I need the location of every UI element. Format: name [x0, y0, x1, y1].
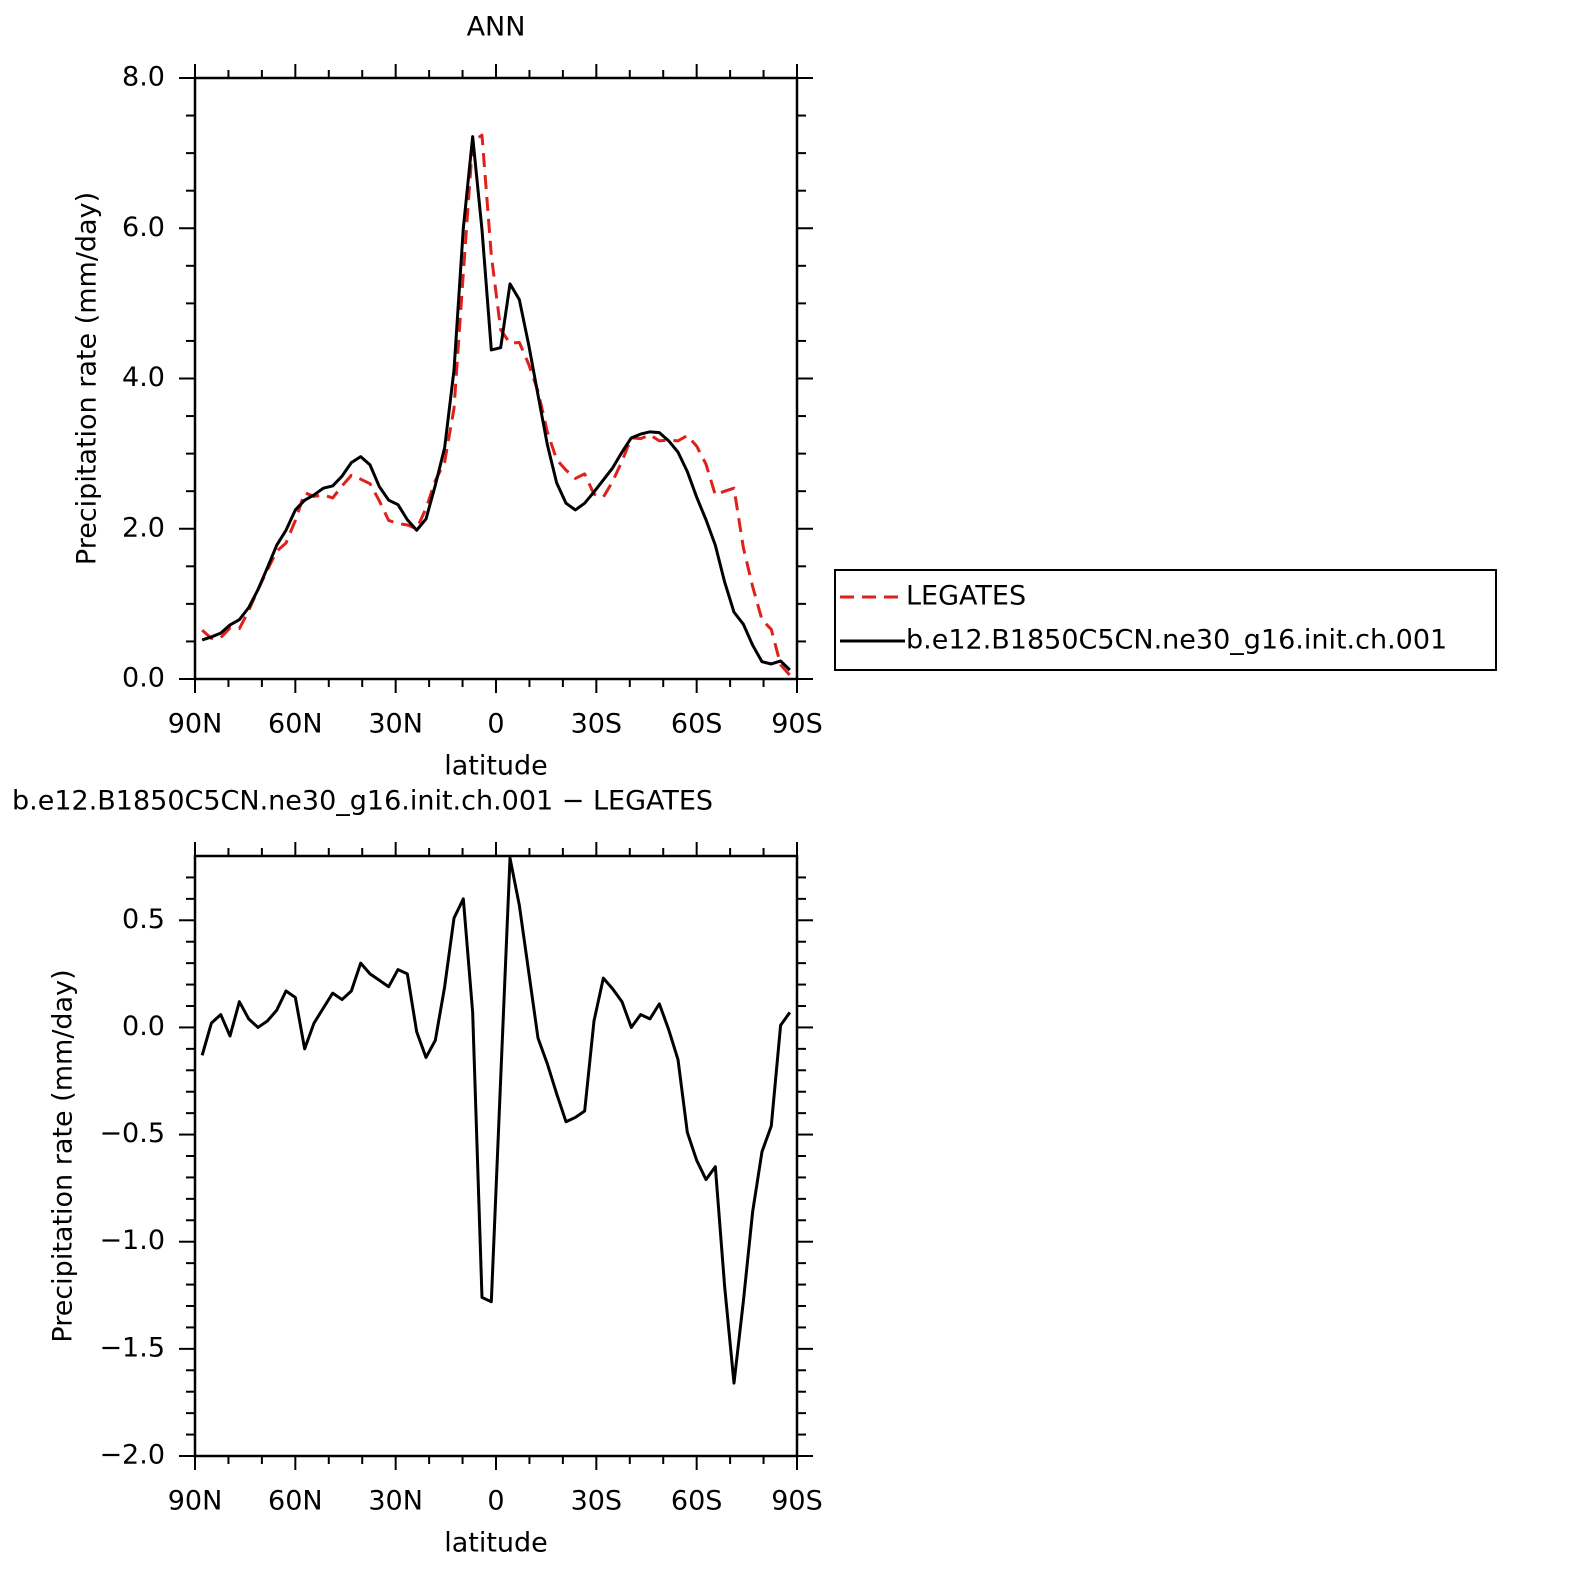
- x-tick-label: 90S: [771, 709, 823, 740]
- x-tick-label: 60N: [268, 1486, 323, 1517]
- plot-frame: [193, 854, 799, 1458]
- y-tick-label: 8.0: [122, 62, 165, 93]
- y-tick-label: 6.0: [122, 212, 165, 243]
- x-axis-label: latitude: [444, 1528, 548, 1559]
- x-tick-label: 0: [487, 709, 504, 740]
- y-tick-label: 2.0: [122, 512, 165, 543]
- y-tick-label: −1.5: [99, 1332, 165, 1363]
- y-tick-label: −2.0: [99, 1440, 165, 1471]
- plot: ANN 90N 60N 30N 0 30S 60S 90S 0.0 2.0 4.0 6.0 8.0 lat…: [72, 12, 1497, 782]
- legend-box: [834, 569, 1497, 671]
- legend-label: b.e12.B1850C5CN.ne30_g16.init.ch.001: [906, 625, 1447, 656]
- series-line: [201, 135, 791, 672]
- y-axis-label: Precipitation rate (mm/day): [72, 192, 103, 565]
- y-tick-label: 0.0: [122, 663, 165, 694]
- x-tick-label: 30N: [368, 709, 423, 740]
- chart-title: ANN: [467, 12, 526, 43]
- legend-label: LEGATES: [906, 581, 1026, 612]
- plot-frame: [193, 76, 799, 681]
- series-line: [201, 133, 791, 677]
- x-tick-label: 90S: [771, 1486, 823, 1517]
- y-axis-label: Precipitation rate (mm/day): [48, 969, 79, 1342]
- x-tick-label: 30S: [571, 1486, 623, 1517]
- plot: b.e12.B1850C5CN.ne30_g16.init.ch.001 − L…: [12, 786, 823, 1559]
- x-tick-label: 60N: [268, 709, 323, 740]
- y-tick-label: 4.0: [122, 362, 165, 393]
- chart-title: b.e12.B1850C5CN.ne30_g16.init.ch.001 − L…: [12, 786, 713, 817]
- series-line: [200, 856, 792, 1385]
- x-tick-label: 60S: [671, 709, 723, 740]
- x-tick-label: 30N: [368, 1486, 423, 1517]
- y-tick-label: −0.5: [99, 1118, 165, 1149]
- x-tick-label: 30S: [571, 709, 623, 740]
- x-axis-label: latitude: [444, 751, 548, 782]
- x-tick-label: 90N: [168, 709, 223, 740]
- y-tick-label: 0.5: [122, 904, 165, 935]
- x-tick-label: 90N: [168, 1486, 223, 1517]
- x-tick-label: 0: [487, 1486, 504, 1517]
- x-tick-label: 60S: [671, 1486, 723, 1517]
- legend: LEGATES b.e12.B1850C5CN.ne30_g16.init.ch.…: [834, 569, 1497, 671]
- y-tick-label: 0.0: [122, 1011, 165, 1042]
- y-tick-label: −1.0: [99, 1225, 165, 1256]
